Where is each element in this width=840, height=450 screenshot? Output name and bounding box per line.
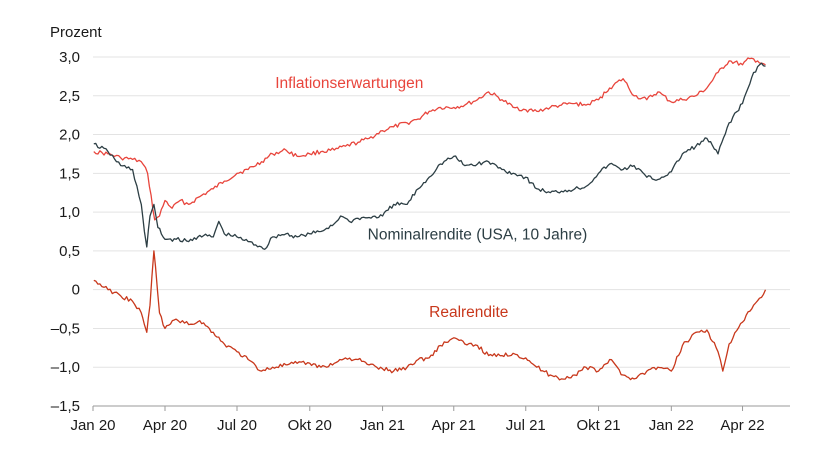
x-tick-label: Jul 21 [506,417,546,434]
x-tick-label: Apr 22 [720,417,764,434]
x-tick-label: Jul 20 [217,417,257,434]
series-line [93,62,766,250]
y-tick-label: 1,0 [59,204,80,221]
x-tick-label: Jan 21 [360,417,405,434]
y-tick-label: –1,5 [51,398,80,415]
y-tick-label: –0,5 [51,320,80,337]
series-annotation: Realrendite [429,304,508,321]
y-tick-label: 2,5 [59,88,80,105]
y-tick-label: 2,0 [59,127,80,144]
y-tick-labels: 3,0 2,5 2,0 1,5 1,0 0,5 0 –0,5 –1,0 –1,5 [51,49,80,415]
series-line [93,250,767,381]
y-tick-label: 0 [72,282,80,299]
y-tick-label: 0,5 [59,243,80,260]
series-annotations: Inflationserwartungen Nominalrendite (USA… [275,75,587,321]
x-tick-label: Apr 20 [143,417,187,434]
x-tick-label: Okt 21 [576,417,620,434]
series-lines [93,57,767,381]
x-tick-label: Jan 20 [70,417,115,434]
gridlines [93,56,790,407]
series-line [93,57,766,221]
y-axis-label: Prozent [50,24,103,41]
x-tick-labels: Jan 20 Apr 20 Jul 20 Okt 20 Jan 21 Apr 21 Jul … [70,406,765,434]
y-tick-label: –1,0 [51,359,80,376]
y-tick-label: 3,0 [59,49,80,66]
x-tick-label: Jan 22 [649,417,694,434]
series-annotation: Inflationserwartungen [275,75,423,92]
series-annotation: Nominalrendite (USA, 10 Jahre) [368,226,588,243]
x-tick-label: Okt 20 [288,417,332,434]
x-tick-label: Apr 21 [432,417,476,434]
y-tick-label: 1,5 [59,165,80,182]
